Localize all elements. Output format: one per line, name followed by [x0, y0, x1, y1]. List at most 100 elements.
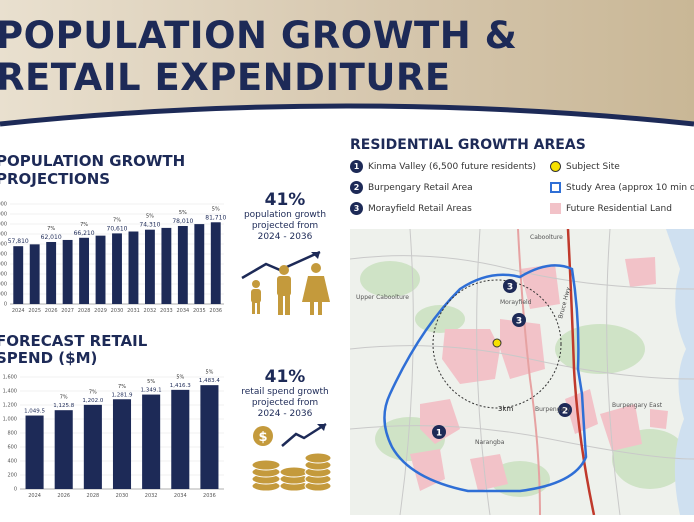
x-tick-label: 2025	[28, 308, 41, 314]
bar	[210, 222, 221, 304]
x-tick-label: 2030	[111, 308, 124, 314]
y-tick-label: 1,600	[3, 375, 17, 381]
bar-value-label: 1,281.9	[112, 392, 133, 398]
population-stat-value: 41%	[264, 190, 306, 210]
bar	[112, 233, 122, 304]
y-tick-label: 400	[7, 459, 17, 465]
y-tick-label: 100,000	[0, 202, 7, 208]
label-caboolture: Caboolture	[530, 234, 563, 241]
subject-site-marker[interactable]	[492, 338, 502, 348]
y-tick-label: 800	[7, 431, 17, 437]
x-tick-label: 2035	[193, 308, 206, 314]
map-marker-2[interactable]: 2	[558, 403, 572, 417]
population-chart: 0 10,000 20,000 30,000 40,000 50,000 60,000 70,…	[0, 202, 226, 315]
legend-label: Kinma Valley (6,500 future residents)	[368, 161, 537, 172]
highway-line	[566, 229, 596, 515]
bar-value-label: 81,710	[205, 214, 226, 221]
y-tick-label: 90,000	[0, 212, 7, 218]
growth-label: 7%	[118, 384, 126, 390]
marker-label: 2	[562, 407, 568, 417]
population-stat-line3: 2024 - 2036	[257, 232, 313, 242]
growth-label: 7%	[113, 217, 121, 223]
growth-label: 5%	[205, 370, 213, 376]
legend-item-subject-site: Subject Site	[550, 161, 620, 172]
bar-value-label: 62,010	[41, 234, 62, 241]
map-legend: 1 Kinma Valley (6,500 future residents) …	[350, 160, 694, 222]
x-tick-label: 2034	[174, 493, 187, 499]
legend-marker-2: 2	[350, 181, 363, 194]
legend-item-morayfield: 3 Morayfield Retail Areas	[350, 202, 472, 215]
x-tick-label: 2036	[203, 493, 216, 499]
map-marker-3b[interactable]: 3	[512, 313, 526, 327]
population-stat-line1: population growth	[243, 210, 327, 220]
retail-stat-line2: projected from	[251, 398, 319, 408]
study-area-boundary	[383, 264, 588, 493]
y-tick-label: 600	[7, 445, 17, 451]
bar	[83, 404, 102, 489]
bar	[161, 227, 172, 304]
bar-value-label: 74,310	[139, 222, 160, 229]
residential-title: RESIDENTIAL GROWTH AREAS	[350, 137, 586, 153]
bar-value-label: 1,049.5	[24, 409, 45, 415]
bar-value-label: 1,483.4	[199, 378, 220, 384]
retail-title-line1: FORECAST RETAIL	[0, 332, 148, 350]
y-tick-label: 40,000	[0, 262, 7, 268]
future-residential-areas	[410, 257, 668, 491]
header-wave	[0, 103, 694, 135]
marker-label: 1	[436, 429, 442, 439]
water-body	[666, 229, 694, 515]
retail-stat: 41% retail spend growth projected from 2…	[235, 367, 335, 420]
growth-label: 7%	[47, 226, 55, 232]
x-tick-label: 2036	[209, 308, 222, 314]
x-tick-label: 2027	[61, 308, 74, 314]
study-area-map[interactable]: 1 2 3 3 Caboolture Upper Caboolture Mora…	[350, 229, 694, 515]
bar	[128, 231, 139, 304]
x-tick-label: 2032	[144, 308, 157, 314]
label-burpengary-east: Burpengary East	[612, 402, 663, 409]
growth-label: 7%	[80, 222, 88, 228]
bar-value-label: 1,349.1	[141, 388, 162, 394]
bar	[171, 389, 190, 489]
growth-label: 5%	[146, 214, 154, 220]
y-tick-label: 50,000	[0, 252, 7, 258]
legend-marker-1: 1	[350, 160, 363, 173]
radius-circle	[432, 279, 562, 409]
retail-chart: 0 200 400 600 800 1,000 1,200 1,400 1,600 1,049.5…	[3, 370, 224, 499]
bar	[62, 239, 73, 304]
label-morayfield: Morayfield	[500, 299, 532, 306]
x-tick-label: 2028	[86, 493, 99, 499]
legend-item-burpengary: 2 Burpengary Retail Area	[350, 181, 473, 194]
y-tick-label: 30,000	[0, 272, 7, 278]
bar	[29, 244, 40, 304]
bar-value-label: 1,202.0	[82, 398, 103, 404]
x-tick-label: 2031	[127, 308, 140, 314]
y-tick-label: 60,000	[0, 242, 7, 248]
bar-value-label: 66,210	[74, 230, 95, 237]
y-tick-label: 0	[4, 302, 7, 308]
bar-value-label: 1,125.8	[53, 403, 74, 409]
bar	[142, 394, 161, 489]
growth-label: 5%	[212, 206, 220, 212]
bar	[112, 399, 132, 489]
x-tick-label: 2024	[12, 308, 25, 314]
bar-value-label: 70,610	[107, 225, 128, 232]
x-tick-label: 2030	[116, 493, 129, 499]
study-area-icon	[550, 182, 561, 193]
page-title-line2: RETAIL EXPENDITURE	[0, 56, 451, 99]
bar	[79, 237, 90, 304]
y-tick-label: 200	[7, 473, 17, 479]
coins-growth-icon: $	[251, 422, 332, 492]
map-marker-1[interactable]: 1	[432, 425, 446, 439]
map-marker-3a[interactable]: 3	[503, 279, 517, 293]
x-tick-label: 2029	[94, 308, 107, 314]
growth-label: 5%	[147, 379, 155, 385]
bar	[95, 235, 106, 304]
page-title-line1: POPULATION GROWTH &	[0, 14, 518, 57]
growth-label: 7%	[89, 389, 97, 395]
y-tick-label: 1,000	[3, 417, 17, 423]
bar	[177, 225, 188, 304]
x-tick-label: 2026	[45, 308, 58, 314]
bar	[13, 246, 24, 304]
x-tick-label: 2033	[160, 308, 173, 314]
y-tick-label: 1,200	[3, 403, 17, 409]
